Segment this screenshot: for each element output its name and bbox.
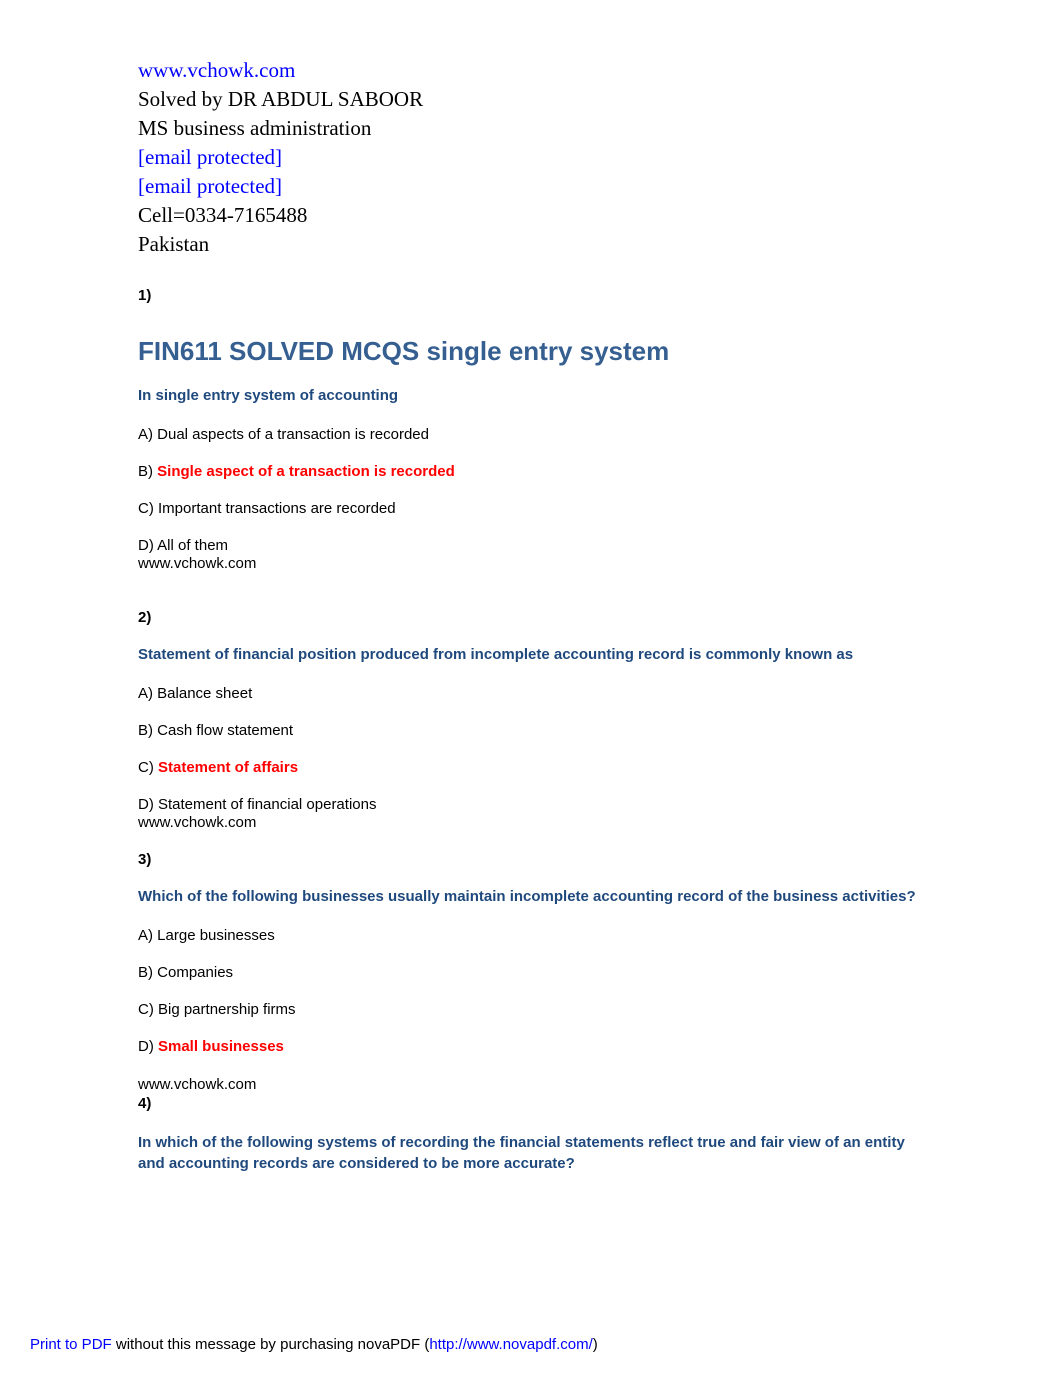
q2-footnote: www.vchowk.com	[138, 813, 920, 833]
q1-number: 1)	[138, 287, 920, 304]
q3-option-a: A) Large businesses	[138, 927, 920, 944]
document-body: www.vchowk.com Solved by DR ABDUL SABOOR…	[0, 0, 920, 1174]
q3-d-answer: Small businesses	[158, 1038, 284, 1055]
q1-footnote: www.vchowk.com	[138, 554, 920, 574]
q2-option-a: A) Balance sheet	[138, 685, 920, 702]
q2-option-c: C) Statement of affairs	[138, 759, 920, 776]
q2-c-answer: Statement of affairs	[158, 759, 298, 776]
q2-number: 2)	[138, 609, 920, 626]
q1-option-c: C) Important transactions are recorded	[138, 500, 920, 517]
q2-option-d: D) Statement of financial operations	[138, 796, 920, 813]
q3-option-d: D) Small businesses	[138, 1038, 920, 1055]
q2-option-b: B) Cash flow statement	[138, 722, 920, 739]
q2-question: Statement of financial position produced…	[138, 644, 920, 665]
header-email-2[interactable]: [email protected]	[138, 172, 920, 201]
header-country: Pakistan	[138, 230, 920, 259]
q2-c-prefix: C)	[138, 759, 158, 776]
q1-option-d: D) All of them	[138, 537, 920, 554]
q1-b-answer: Single aspect of a transaction is record…	[157, 463, 455, 480]
header-email-1[interactable]: [email protected]	[138, 143, 920, 172]
footer-mid: without this message by purchasing novaP…	[112, 1336, 430, 1353]
header-degree: MS business administration	[138, 114, 920, 143]
q1-question: In single entry system of accounting	[138, 385, 920, 406]
q3-number: 3)	[138, 851, 920, 868]
q3-option-b: B) Companies	[138, 964, 920, 981]
q1-option-a: A) Dual aspects of a transaction is reco…	[138, 426, 920, 443]
q3-footnote: www.vchowk.com	[138, 1075, 920, 1095]
q3-d-prefix: D)	[138, 1038, 158, 1055]
header-url[interactable]: www.vchowk.com	[138, 56, 920, 85]
footer-text: Print to PDF without this message by pur…	[30, 1336, 598, 1353]
q3-option-c: C) Big partnership firms	[138, 1001, 920, 1018]
header-cell: Cell=0334-7165488	[138, 201, 920, 230]
q1-option-b: B) Single aspect of a transaction is rec…	[138, 463, 920, 480]
footer-suffix: )	[593, 1336, 598, 1353]
q4-number: 4)	[138, 1094, 920, 1114]
q3-question: Which of the following businesses usuall…	[138, 886, 920, 907]
footer-print-link[interactable]: Print to PDF	[30, 1336, 112, 1353]
q1-b-prefix: B)	[138, 463, 157, 480]
page-title: FIN611 SOLVED MCQS single entry system	[138, 336, 920, 367]
q4-question: In which of the following systems of rec…	[138, 1132, 920, 1174]
header-block: www.vchowk.com Solved by DR ABDUL SABOOR…	[138, 56, 920, 259]
header-solved-by: Solved by DR ABDUL SABOOR	[138, 85, 920, 114]
footer-url-link[interactable]: http://www.novapdf.com/	[429, 1336, 592, 1353]
